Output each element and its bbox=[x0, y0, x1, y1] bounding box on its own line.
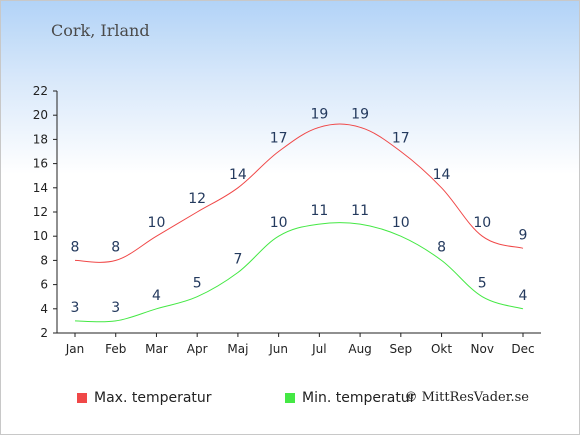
series-min-data-label: 4 bbox=[519, 288, 528, 304]
y-tick-label: 12 bbox=[33, 205, 48, 219]
legend-min-swatch bbox=[285, 393, 295, 403]
legend-max-label: Max. temperatur bbox=[94, 390, 212, 406]
series-min-data-label: 10 bbox=[392, 215, 410, 231]
series-min-data-label: 8 bbox=[437, 239, 446, 255]
series-min-data-label: 5 bbox=[193, 276, 202, 292]
y-tick-label: 2 bbox=[40, 326, 48, 340]
series-max-data-label: 17 bbox=[270, 131, 288, 147]
legend-min-label: Min. temperatur bbox=[302, 390, 416, 406]
legend-max: Max. temperatur bbox=[77, 390, 212, 406]
series-max-data-label: 12 bbox=[188, 191, 206, 207]
series-min-data-label: 3 bbox=[111, 300, 120, 316]
y-tick-label: 10 bbox=[33, 229, 48, 243]
series-max-data-label: 8 bbox=[71, 239, 80, 255]
series-max-data-label: 17 bbox=[392, 131, 410, 147]
x-tick-label: Aug bbox=[348, 342, 371, 356]
location-title: Cork, Irland bbox=[51, 21, 150, 40]
series-min-data-label: 3 bbox=[71, 300, 80, 316]
x-tick-label: Apr bbox=[187, 342, 208, 356]
series-min-line bbox=[74, 221, 524, 323]
series-max-data-label: 9 bbox=[519, 227, 528, 243]
series-max-data-label: 19 bbox=[310, 106, 328, 122]
series-max-data-label: 14 bbox=[229, 167, 247, 183]
y-tick-label: 16 bbox=[33, 157, 48, 171]
series-max-data-label: 8 bbox=[111, 239, 120, 255]
series-min-data-label: 11 bbox=[310, 203, 328, 219]
x-tick-label: Maj bbox=[227, 342, 248, 356]
x-tick-label: Jun bbox=[268, 342, 288, 356]
x-tick-label: Mar bbox=[145, 342, 168, 356]
y-tick-label: 20 bbox=[33, 108, 48, 122]
x-tick-label: Jan bbox=[65, 342, 85, 356]
x-tick-label: Sep bbox=[390, 342, 413, 356]
series-max-data-label: 10 bbox=[148, 215, 166, 231]
series-max-data-label: 14 bbox=[433, 167, 451, 183]
y-tick-label: 18 bbox=[33, 132, 48, 146]
legend-max-swatch bbox=[77, 393, 87, 403]
series-min-data-label: 7 bbox=[233, 252, 242, 268]
x-tick-label: Jul bbox=[311, 342, 326, 356]
series-max-data-label: 10 bbox=[473, 215, 491, 231]
x-tick-label: Feb bbox=[105, 342, 126, 356]
x-tick-label: Okt bbox=[431, 342, 452, 356]
y-tick-label: 8 bbox=[40, 253, 48, 267]
y-tick-label: 14 bbox=[33, 181, 48, 195]
series-min-data-label: 5 bbox=[478, 276, 487, 292]
credit-text: © MittResVader.se bbox=[404, 390, 529, 405]
x-tick-label: Nov bbox=[471, 342, 494, 356]
series-min-data-label: 4 bbox=[152, 288, 161, 304]
y-tick-label: 4 bbox=[40, 302, 48, 316]
y-tick-label: 22 bbox=[33, 84, 48, 98]
series-max-data-label: 19 bbox=[351, 106, 369, 122]
series-min-data-label: 11 bbox=[351, 203, 369, 219]
y-tick-label: 6 bbox=[40, 278, 48, 292]
legend-min: Min. temperatur bbox=[285, 390, 415, 406]
series-min-data-label: 10 bbox=[270, 215, 288, 231]
series-max-line bbox=[74, 123, 524, 263]
x-tick-label: Dec bbox=[511, 342, 534, 356]
